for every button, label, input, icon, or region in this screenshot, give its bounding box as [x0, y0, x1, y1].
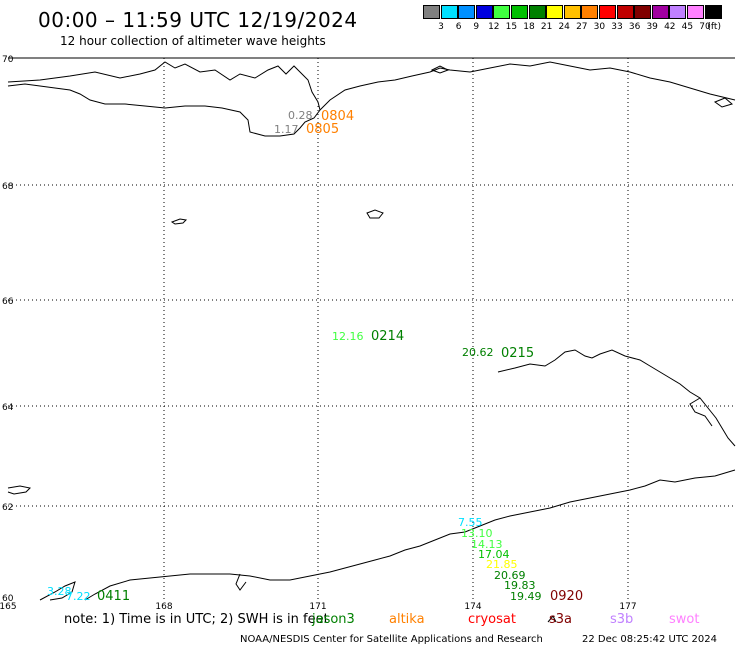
longitude-label: 177: [619, 602, 636, 612]
satellite-name: swot: [669, 612, 700, 627]
wave-height-value: 19.83: [504, 579, 536, 592]
legend-swatch: [458, 5, 476, 19]
legend-swatch: [687, 5, 704, 19]
legend-label: 15: [505, 22, 518, 32]
wave-height-value: 14.13: [471, 538, 503, 551]
wave-height-value: 7.22: [66, 590, 91, 603]
wave-height-value: 13.10: [461, 527, 493, 540]
anadyr-coast: [497, 349, 736, 447]
legend-swatch: [563, 5, 581, 19]
satellite-name: altika: [389, 612, 425, 627]
koryak-peninsula: [235, 573, 247, 591]
wave-height-value: 3.28: [47, 585, 72, 598]
wave-height-value: 20.69: [494, 569, 526, 582]
pass-time-label: 0805: [306, 122, 339, 137]
legend-unit: (ft): [707, 22, 721, 32]
pass-time-label: 0214: [371, 329, 404, 344]
wave-height-value: 17.04: [478, 548, 510, 561]
legend-label: 3: [438, 22, 444, 32]
legend-label: 6: [455, 22, 462, 32]
anadyr-inner: [689, 397, 713, 427]
footer-timestamp: 22 Dec 08:25:42 UTC 2024: [582, 634, 717, 645]
legend-label: 30: [593, 22, 606, 32]
legend-swatch: [616, 5, 634, 19]
page-title: 00:00 – 11:59 UTC 12/19/2024: [38, 8, 358, 32]
coastlines: [7, 61, 736, 623]
legend-swatch: [599, 5, 616, 19]
legend-swatch: [581, 5, 599, 19]
legend-swatch: [511, 5, 528, 19]
footer-credit: NOAA/NESDIS Center for Satellite Applica…: [240, 634, 543, 645]
satellite-name: jason3: [312, 612, 355, 627]
wave-height-value: 12.16: [332, 330, 364, 343]
legend-label: 27: [576, 22, 588, 32]
legend-label: 24: [558, 22, 570, 32]
legend-swatch: [546, 5, 564, 19]
legend-label: 18: [523, 22, 535, 32]
legend-swatch: [528, 5, 546, 19]
legend-label: 12: [488, 22, 500, 32]
wave-height-value: 19.49: [510, 590, 542, 603]
latitude-label: 70: [2, 55, 14, 65]
legend-swatch: [634, 5, 652, 19]
koryak-coast: [84, 469, 736, 601]
island-small-3: [170, 218, 188, 225]
legend-label: 33: [611, 22, 623, 32]
legend-swatch: [423, 5, 440, 19]
latitude-label: 68: [2, 182, 14, 192]
legend-label: 9: [473, 22, 480, 32]
legend-swatch: [475, 5, 493, 19]
latitude-label: 60: [2, 594, 14, 604]
kamchatka-stub: [39, 581, 76, 601]
legend-label: 70: [699, 22, 711, 32]
note: note: 1) Time is in UTC; 2) SWH is in fe…: [64, 612, 329, 627]
island-small-2: [713, 97, 734, 108]
island-small-4: [547, 615, 557, 623]
legend-swatch: [493, 5, 511, 19]
pass-time-label: 0920: [550, 589, 583, 604]
legend-label: 36: [628, 22, 641, 32]
longitude-label: 165: [0, 602, 17, 612]
longitude-label: 171: [309, 602, 326, 612]
legend-label: 21: [540, 22, 553, 32]
west-island: [7, 485, 32, 495]
pass-time-label: 0215: [501, 346, 534, 361]
longitude-label: 174: [464, 602, 481, 612]
island-rangel-south: [366, 209, 384, 219]
wave-height-value: 21.85: [486, 558, 518, 571]
legend-label: 39: [646, 22, 658, 32]
island-small-1: [430, 65, 450, 74]
longitude-label: 168: [155, 602, 172, 612]
chukotka-north-coast-east: [319, 61, 736, 111]
legend-swatch: [669, 5, 687, 19]
legend-swatch: [651, 5, 669, 19]
legend-label: 45: [681, 22, 694, 32]
latitude-label: 64: [2, 403, 14, 413]
wave-height-value: 20.62: [462, 346, 494, 359]
pass-time-label: 0411: [97, 589, 130, 604]
latitude-label: 62: [2, 503, 13, 513]
satellite-name: s3b: [610, 612, 634, 627]
legend-swatch: [704, 5, 722, 19]
page-subtitle: 12 hour collection of altimeter wave hei…: [60, 34, 326, 48]
wave-height-value: 0.28: [288, 109, 313, 122]
legend-label: 42: [664, 22, 676, 32]
wave-height-value: 1.17: [274, 123, 299, 136]
wave-height-value: 7.55: [458, 516, 483, 529]
satellite-name: s3a: [549, 612, 573, 627]
satellite-name: cryosat: [468, 612, 516, 627]
legend-swatch: [440, 5, 458, 19]
pass-time-label: 0804: [321, 109, 354, 124]
latitude-label: 66: [2, 297, 14, 307]
